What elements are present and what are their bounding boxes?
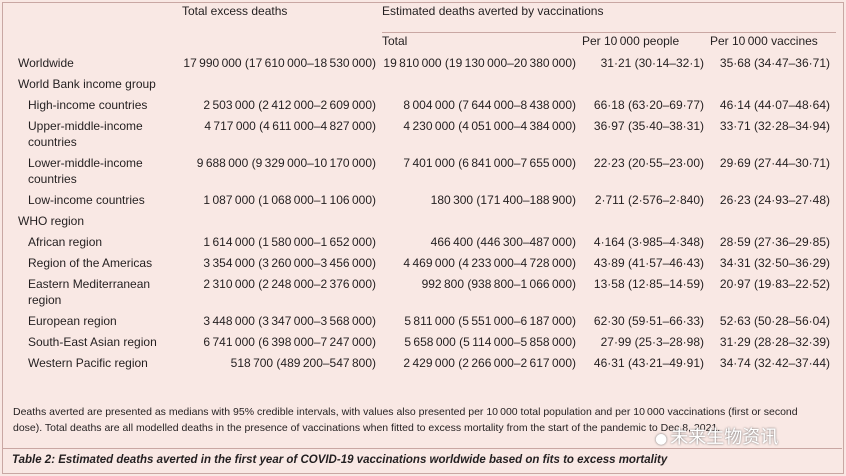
header-excess: Total excess deaths xyxy=(182,4,288,18)
cell-per-vaccines: 35·68 (34·47–36·71) xyxy=(719,56,830,70)
header-total: Total xyxy=(382,32,582,55)
cell-per-people: 36·97 (35·40–38·31) xyxy=(593,119,704,133)
cell-per-people: 43·89 (41·57–46·43) xyxy=(593,256,704,270)
table-row: European region 3 448 000 (3 347 000–3 56… xyxy=(10,313,836,334)
table-row: Worldwide 17 990 000 (17 610 000–18 530 0… xyxy=(10,55,836,76)
cell-total: 4 469 000 (4 233 000–4 728 000) xyxy=(403,256,576,270)
cell-excess: 2 310 000 (2 248 000–2 376 000) xyxy=(203,277,376,291)
cell-excess: 1 087 000 (1 068 000–1 106 000) xyxy=(203,193,376,207)
table-row: High-income countries 2 503 000 (2 412 00… xyxy=(10,97,836,118)
cell-per-people: 62·30 (59·51–66·33) xyxy=(593,314,704,328)
cell-excess: 4 717 000 (4 611 000–4 827 000) xyxy=(204,119,376,133)
cell-per-vaccines: 52·63 (50·28–56·04) xyxy=(719,314,830,328)
row-label: Worldwide xyxy=(18,56,74,70)
cell-excess: 17 990 000 (17 610 000–18 530 000) xyxy=(183,56,376,70)
cell-total: 466 400 (446 300–487 000) xyxy=(430,235,576,249)
row-label: Lower-middle-income countries xyxy=(28,156,143,186)
cell-per-vaccines: 29·69 (27·44–30·71) xyxy=(719,156,830,170)
watermark-text: 未来生物资讯 xyxy=(670,427,779,448)
row-label: African region xyxy=(28,235,103,249)
cell-per-vaccines: 33·71 (32·28–34·94) xyxy=(719,119,830,133)
cell-per-vaccines: 46·14 (44·07–48·64) xyxy=(719,98,830,112)
header-blank xyxy=(10,3,182,33)
table-row: Lower-middle-income countries 9 688 000 (… xyxy=(10,155,836,192)
cell-per-people: 13·58 (12·85–14·59) xyxy=(593,277,704,291)
cell-excess: 3 448 000 (3 347 000–3 568 000) xyxy=(203,314,376,328)
cell-total: 5 811 000 (5 551 000–6 187 000) xyxy=(404,314,576,328)
header-per-people: Per 10 000 people xyxy=(582,32,710,55)
table-row: Low-income countries 1 087 000 (1 068 000… xyxy=(10,192,836,213)
table-row: Western Pacific region 518 700 (489 200–5… xyxy=(10,355,836,376)
cell-per-people: 66·18 (63·20–69·77) xyxy=(593,98,704,112)
cell-per-vaccines: 28·59 (27·36–29·85) xyxy=(719,235,830,249)
cell-excess: 3 354 000 (3 260 000–3 456 000) xyxy=(203,256,376,270)
cell-total: 2 429 000 (2 266 000–2 617 000) xyxy=(403,356,576,370)
row-label: Upper-middle-income countries xyxy=(28,119,143,149)
table-row: Region of the Americas 3 354 000 (3 260 0… xyxy=(10,255,836,276)
data-table: Total excess deaths Estimated deaths ave… xyxy=(10,3,836,376)
cell-per-vaccines: 26·23 (24·93–27·48) xyxy=(719,193,830,207)
header-row-1: Total excess deaths Estimated deaths ave… xyxy=(10,3,836,33)
row-label: Eastern Mediterranean region xyxy=(28,277,151,307)
cell-excess: 1 614 000 (1 580 000–1 652 000) xyxy=(203,235,376,249)
cell-total: 8 004 000 (7 644 000–8 438 000) xyxy=(403,98,576,112)
table-caption: Table 2: Estimated deaths averted in the… xyxy=(2,448,842,473)
header-per-vaccines: Per 10 000 vaccines xyxy=(710,32,836,55)
cell-excess: 2 503 000 (2 412 000–2 609 000) xyxy=(203,98,376,112)
table-row: Eastern Mediterranean region 2 310 000 (2… xyxy=(10,276,836,313)
cell-per-vaccines: 34·74 (32·42–37·44) xyxy=(719,356,830,370)
header-row-2: Total Per 10 000 people Per 10 000 vacci… xyxy=(10,32,836,55)
caption-label: Table 2: xyxy=(12,454,56,466)
cell-total: 180 300 (171 400–188 900) xyxy=(430,193,576,207)
row-label: European region xyxy=(28,314,117,328)
table-group-row: WHO region xyxy=(10,213,836,234)
cell-per-people: 2·711 (2·576–2·840) xyxy=(594,193,704,207)
table-group-row: World Bank income group xyxy=(10,76,836,97)
caption-text: Estimated deaths averted in the first ye… xyxy=(55,454,668,466)
cell-per-people: 22·23 (20·55–23·00) xyxy=(593,156,704,170)
table-row: Upper-middle-income countries 4 717 000 (… xyxy=(10,118,836,155)
row-label: South-East Asian region xyxy=(28,335,157,349)
cell-excess: 9 688 000 (9 329 000–10 170 000) xyxy=(196,156,376,170)
cell-per-people: 4·164 (3·985–4·348) xyxy=(593,235,704,249)
table-body: Worldwide 17 990 000 (17 610 000–18 530 0… xyxy=(10,55,836,376)
cell-excess: 6 741 000 (6 398 000–7 247 000) xyxy=(203,335,376,349)
table-row: African region 1 614 000 (1 580 000–1 652… xyxy=(10,234,836,255)
cell-per-vaccines: 34·31 (32·50–36·29) xyxy=(719,256,830,270)
row-label: High-income countries xyxy=(28,98,148,112)
footnote: Deaths averted are presented as medians … xyxy=(13,406,798,434)
group-label: World Bank income group xyxy=(18,77,156,91)
cell-total: 19 810 000 (19 130 000–20 380 000) xyxy=(383,56,576,70)
row-label: Western Pacific region xyxy=(28,356,148,370)
cell-total: 992 800 (938 800–1 066 000) xyxy=(421,277,576,291)
cell-per-people: 31·21 (30·14–32·1) xyxy=(600,56,704,70)
cell-total: 4 230 000 (4 051 000–4 384 000) xyxy=(403,119,576,133)
cell-per-people: 46·31 (43·21–49·91) xyxy=(593,356,704,370)
row-label: Region of the Americas xyxy=(28,256,153,270)
cell-excess: 518 700 (489 200–547 800) xyxy=(230,356,376,370)
cell-per-people: 27·99 (25·3–28·98) xyxy=(600,335,704,349)
header-averted: Estimated deaths averted by vaccinations xyxy=(382,3,836,33)
wechat-icon: ● xyxy=(655,431,668,447)
watermark: ● 未来生物资讯 xyxy=(655,423,778,449)
cell-per-vaccines: 31·29 (28·28–32·39) xyxy=(719,335,830,349)
cell-total: 7 401 000 (6 841 000–7 655 000) xyxy=(403,156,576,170)
row-label: Low-income countries xyxy=(28,193,145,207)
group-label: WHO region xyxy=(18,214,85,228)
table-row: South-East Asian region 6 741 000 (6 398 … xyxy=(10,334,836,355)
cell-per-vaccines: 20·97 (19·83–22·52) xyxy=(719,277,830,291)
cell-total: 5 658 000 (5 114 000–5 858 000) xyxy=(404,335,576,349)
